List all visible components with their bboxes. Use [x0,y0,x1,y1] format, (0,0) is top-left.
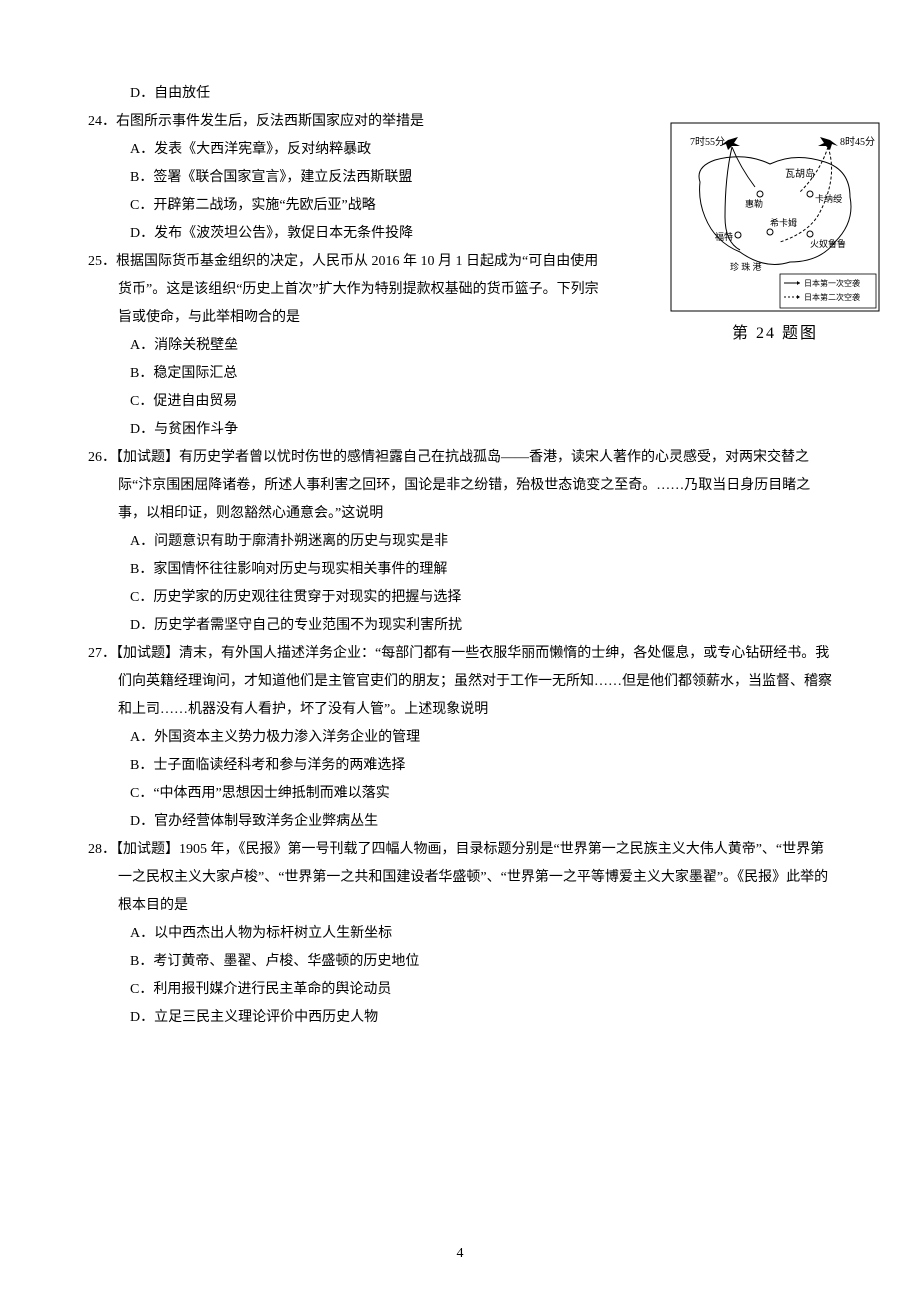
label-time-left: 7时55分 [690,136,725,148]
option-label: C [130,394,139,409]
question-stem: 25．根据国际货币基金组织的决定，人民币从 2016 年 10 月 1 日起成为… [88,248,602,332]
option-b: B．稳定国际汇总 [88,360,832,388]
option-c: C．“中体西用”思想因士绅抵制而难以落实 [88,780,832,808]
label-honolulu: 火奴鲁鲁 [810,238,846,249]
option-b: B．士子面临读经科考和参与洋务的两难选择 [88,752,832,780]
option-text: 自由放任 [154,86,210,101]
exam-page: D．自由放任 7时55分 8时45分 [0,0,920,1302]
option-text: 与贫困作斗争 [154,422,238,437]
question-number: 26． [88,450,116,465]
option-label: B [130,170,139,185]
option-label: D [130,86,140,101]
label-hickam: 希卡姆 [770,217,797,228]
question-number: 28． [88,842,116,857]
question-stem: 28．【加试题】1905 年，《民报》第一号刊载了四幅人物画，目录标题分别是“世… [88,836,832,920]
option-label: D [130,226,140,241]
label-oahu: 瓦胡岛 [785,167,815,180]
option-d: D．与贫困作斗争 [88,416,832,444]
option-c: C．历史学家的历史观往往贯穿于对现实的把握与选择 [88,584,832,612]
question-27: 27．【加试题】清末，有外国人描述洋务企业：“每部门都有一些衣服华丽而懒惰的士绅… [88,640,832,836]
option-text: 发表《大西洋宪章》，反对纳粹暴政 [154,142,371,157]
question-stem: 24．右图所示事件发生后，反法西斯国家应对的举措是 [88,108,602,136]
option-text: 签署《联合国家宣言》，建立反法西斯联盟 [153,170,412,185]
pearl-harbor-map-icon: 7时55分 8时45分 瓦胡岛 惠勒 卡纳绶 希卡姆 福特 火奴鲁鲁 珍 珠 港 [670,122,880,312]
question-number: 27． [88,646,116,661]
option-label: A [130,730,140,745]
option-label: C [130,786,139,801]
question-26: 26．【加试题】有历史学者曾以忧时伤世的感情袒露自己在抗战孤岛——香港，读宋人著… [88,444,832,640]
option-c: C．促进自由贸易 [88,388,832,416]
option-label: A [130,926,140,941]
option-a: A．问题意识有助于廓清扑朔迷离的历史与现实是非 [88,528,832,556]
label-pearl: 珍 珠 港 [730,261,762,272]
option-label: C [130,590,139,605]
option-d: D．立足三民主义理论评价中西历史人物 [88,1004,832,1032]
question-number: 25． [88,254,116,269]
orphan-option-d: D．自由放任 [88,80,832,108]
page-number: 4 [0,1246,920,1262]
option-text: 开辟第二战场，实施“先欧后亚”战略 [153,198,375,213]
option-text: 历史学家的历史观往往贯穿于对现实的把握与选择 [153,590,461,605]
question-number: 24． [88,114,116,129]
option-label: A [130,534,140,549]
option-b: B．家国情怀往往影响对历史与现实相关事件的理解 [88,556,832,584]
question-stem-text: 【加试题】有历史学者曾以忧时伤世的感情袒露自己在抗战孤岛——香港，读宋人著作的心… [116,450,810,521]
question-stem-wrap: 26．【加试题】有历史学者曾以忧时伤世的感情袒露自己在抗战孤岛——香港，读宋人著… [88,444,832,528]
option-text: 促进自由贸易 [153,394,237,409]
label-time-right: 8时45分 [840,136,875,148]
option-b: B．考订黄帝、墨翟、卢梭、华盛顿的历史地位 [88,948,832,976]
option-d: D．官办经营体制导致洋务企业弊病丛生 [88,808,832,836]
question-stem-wrap: 28．【加试题】1905 年，《民报》第一号刊载了四幅人物画，目录标题分别是“世… [88,836,832,920]
option-label: B [130,954,139,969]
option-label: C [130,982,139,997]
option-text: 稳定国际汇总 [153,366,237,381]
option-text: 以中西杰出人物为标杆树立人生新坐标 [154,926,392,941]
option-label: B [130,366,139,381]
question-stem-text: 右图所示事件发生后，反法西斯国家应对的举措是 [116,114,424,129]
question-stem-wrap: 27．【加试题】清末，有外国人描述洋务企业：“每部门都有一些衣服华丽而懒惰的士绅… [88,640,832,724]
option-a: A．以中西杰出人物为标杆树立人生新坐标 [88,920,832,948]
option-label: B [130,562,139,577]
option-text: 消除关税壁垒 [154,338,238,353]
option-label: B [130,758,139,773]
option-label: D [130,814,140,829]
option-label: D [130,422,140,437]
option-text: 官办经营体制导致洋务企业弊病丛生 [154,814,378,829]
option-label: C [130,198,139,213]
option-label: A [130,142,140,157]
option-text: 立足三民主义理论评价中西历史人物 [154,1010,378,1025]
question-stem: 26．【加试题】有历史学者曾以忧时伤世的感情袒露自己在抗战孤岛——香港，读宋人著… [88,444,832,528]
option-a: A．外国资本主义势力极力渗入洋务企业的管理 [88,724,832,752]
option-label: D [130,618,140,633]
option-label: A [130,338,140,353]
option-text: 考订黄帝、墨翟、卢梭、华盛顿的历史地位 [153,954,419,969]
label-wheeler: 惠勒 [745,198,763,209]
figure-24: 7时55分 8时45分 瓦胡岛 惠勒 卡纳绶 希卡姆 福特 火奴鲁鲁 珍 珠 港 [670,122,880,343]
option-text: 利用报刊媒介进行民主革命的舆论动员 [153,982,391,997]
option-text: 家国情怀往往影响对历史与现实相关事件的理解 [153,562,447,577]
option-text: “中体西用”思想因士绅抵制而难以落实 [153,786,389,801]
legend-second: 日本第二次空袭 [804,292,860,302]
option-text: 外国资本主义势力极力渗入洋务企业的管理 [154,730,420,745]
question-stem: 27．【加试题】清末，有外国人描述洋务企业：“每部门都有一些衣服华丽而懒惰的士绅… [88,640,832,724]
figure-caption: 第 24 题图 [670,319,880,343]
label-kaneohe: 卡纳绶 [815,193,842,204]
question-stem-text: 【加试题】清末，有外国人描述洋务企业：“每部门都有一些衣服华丽而懒惰的士绅，各处… [116,646,832,717]
question-stem-text: 根据国际货币基金组织的决定，人民币从 2016 年 10 月 1 日起成为“可自… [116,254,599,325]
option-text: 发布《波茨坦公告》，敦促日本无条件投降 [154,226,413,241]
question-stem-text: 【加试题】1905 年，《民报》第一号刊载了四幅人物画，目录标题分别是“世界第一… [116,842,828,913]
option-text: 问题意识有助于廓清扑朔迷离的历史与现实是非 [154,534,448,549]
question-28: 28．【加试题】1905 年，《民报》第一号刊载了四幅人物画，目录标题分别是“世… [88,836,832,1032]
option-c: C．利用报刊媒介进行民主革命的舆论动员 [88,976,832,1004]
option-d: D．历史学者需坚守自己的专业范围不为现实利害所扰 [88,612,832,640]
label-ford: 福特 [715,231,733,242]
option-text: 士子面临读经科考和参与洋务的两难选择 [153,758,405,773]
option-text: 历史学者需坚守自己的专业范围不为现实利害所扰 [154,618,462,633]
option-label: D [130,1010,140,1025]
legend-first: 日本第一次空袭 [804,278,860,288]
